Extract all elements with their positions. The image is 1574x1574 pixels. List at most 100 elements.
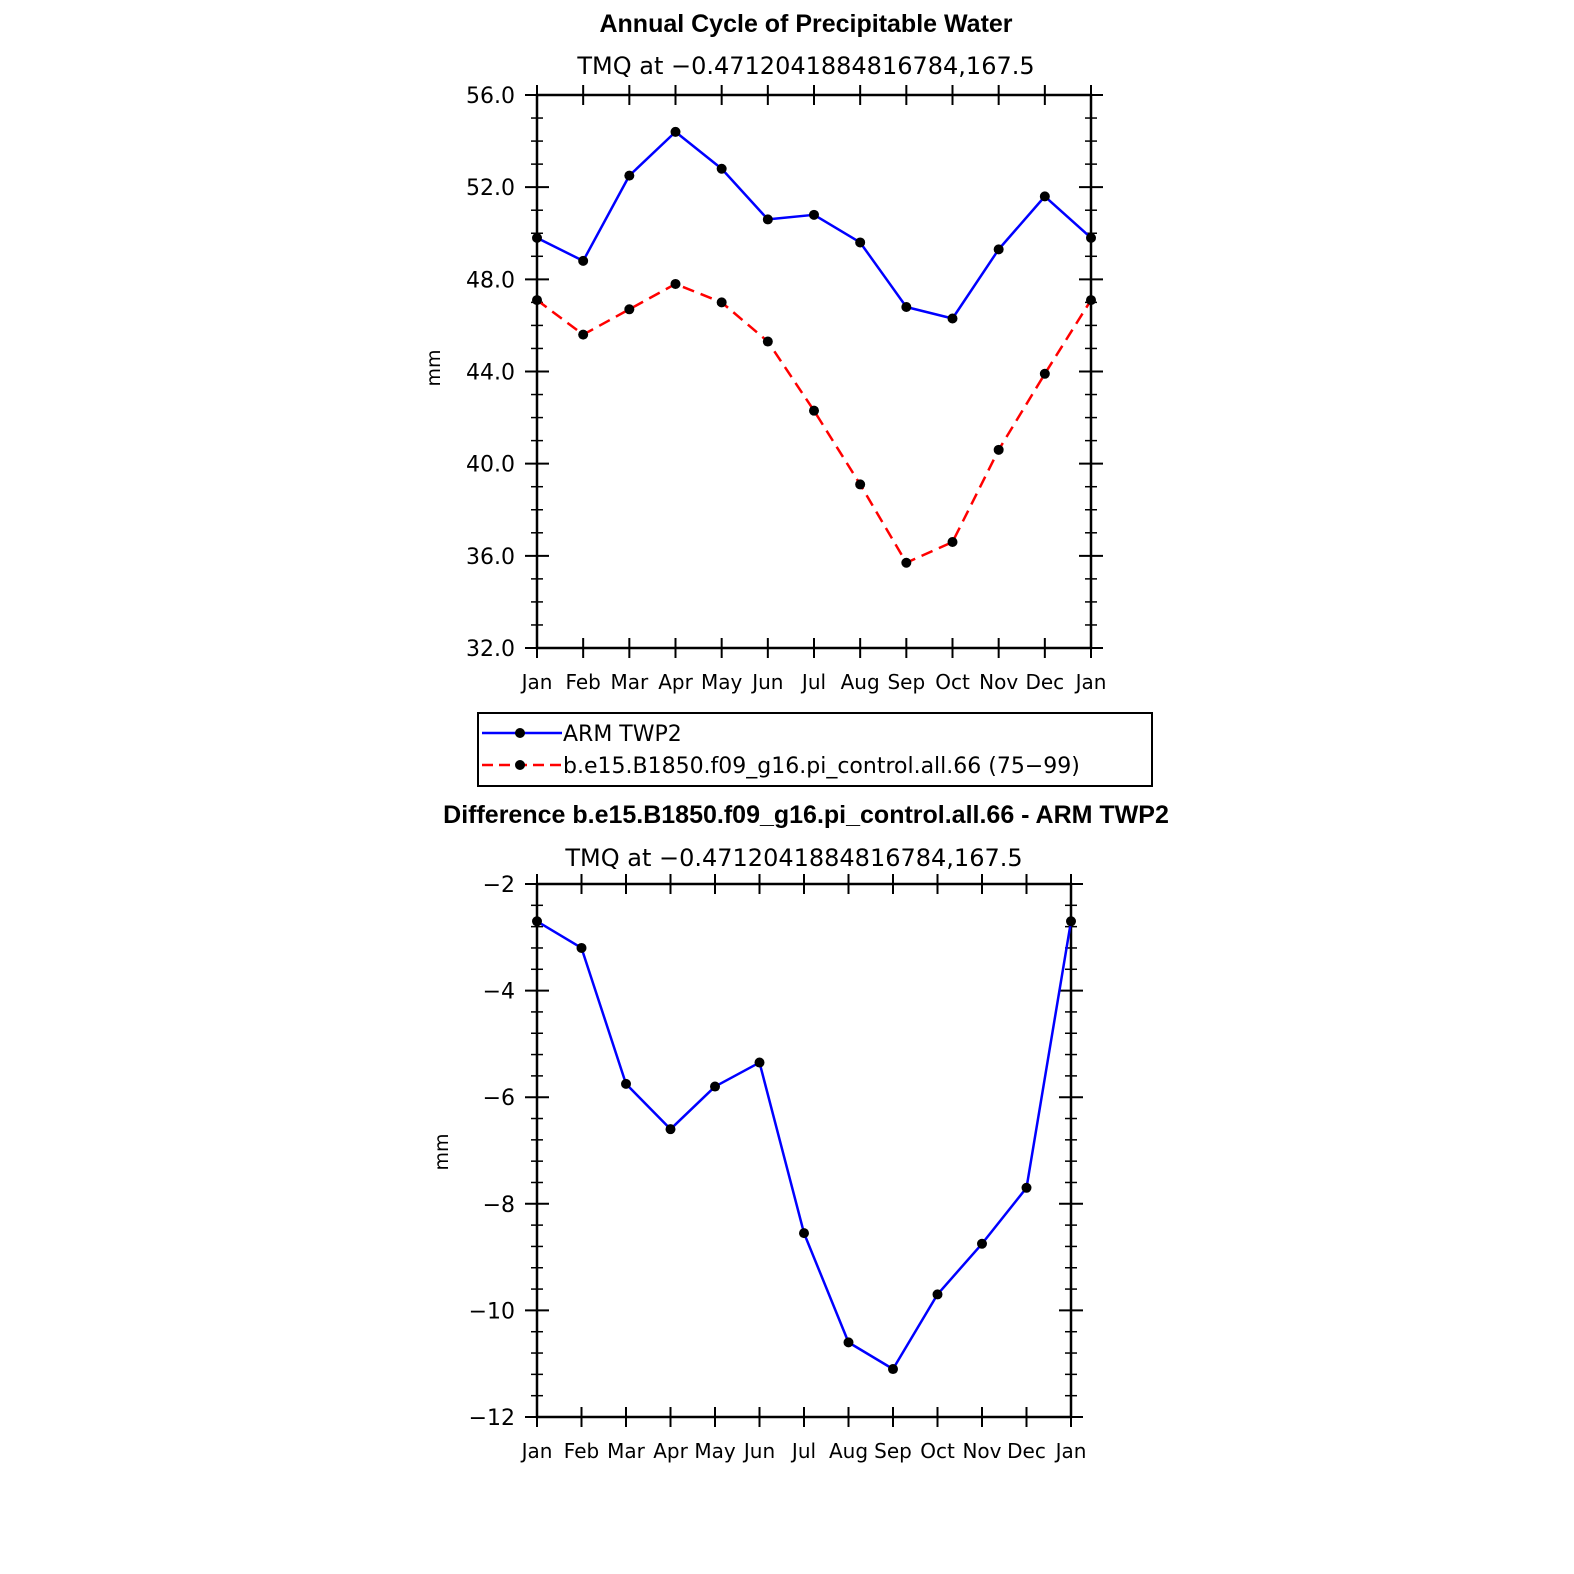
x-tick-label: Apr [653,1439,688,1463]
x-tick-label: Mar [607,1439,646,1463]
data-point [1086,232,1096,243]
legend: ARM TWP2 b.e15.B1850.f09_g16.pi_control.… [477,712,1153,787]
legend-label-model: b.e15.B1850.f09_g16.pi_control.all.66 (7… [563,754,1080,779]
plot-frame [535,93,1093,650]
data-point [665,1124,676,1135]
y-tick-label: 48.0 [466,268,515,293]
y-tick-label: −8 [483,1193,515,1218]
x-tick-label: Feb [565,670,600,694]
x-tick-label: Jul [800,670,826,694]
series-group [532,916,1076,1375]
y-tick-label: 52.0 [466,176,515,201]
data-point [754,1057,765,1068]
x-tick-label: Dec [1025,670,1064,694]
x-tick-label: Sep [887,670,925,694]
y-tick-label: −6 [483,1086,515,1111]
x-tick-label: Feb [564,1439,599,1463]
axes-frame [525,85,1103,658]
data-point [977,1238,987,1249]
data-point [532,916,542,927]
y-tick-label: −4 [483,980,515,1005]
data-point [716,163,727,174]
chart-annual-cycle: Annual Cycle of Precipitable Water TMQ a… [423,10,1106,694]
data-point [947,313,958,324]
x-tick-label: Apr [658,670,693,694]
chart-title: Annual Cycle of Precipitable Water [599,10,1012,38]
y-tick-label: 36.0 [466,545,515,570]
data-point [532,232,542,243]
x-tick-label: Mar [610,670,649,694]
y-tick-label: 32.0 [466,637,515,662]
data-point [578,255,589,266]
x-tick-label: Aug [829,1439,868,1463]
data-point [855,237,866,248]
y-tick-label: −12 [469,1406,515,1431]
data-point [1039,191,1050,202]
x-tick-label: Jan [1054,1439,1087,1463]
data-point [670,126,681,137]
legend-box [477,712,1153,787]
series-line-0 [536,130,1092,320]
x-tick-label: Aug [841,670,880,694]
x-tick-label: May [694,1439,736,1463]
x-tick-label: Oct [935,670,970,694]
series-line-0 [536,920,1073,1371]
data-point [1039,368,1050,379]
x-tick-label: Jan [1074,670,1107,694]
data-point [993,244,1004,255]
y-tick-labels: −12 −10 −8 −6 −4 −2 [469,873,515,1431]
data-point [576,942,587,953]
data-point [947,537,958,548]
data-point [710,1081,720,1092]
data-point [901,301,912,312]
legend-marker-arm [515,728,525,738]
x-tick-labels: Jan Feb Mar Apr May Jun Jul Aug Sep Oct Nov Dec Jan [520,1439,1087,1463]
x-tick-label: Dec [1007,1439,1046,1463]
chart-subtitle: TMQ at −0.4712041884816784,167.5 [576,52,1034,80]
data-point [1086,295,1096,306]
x-tick-label: Jan [520,670,553,694]
data-point [855,479,866,490]
y-tick-label: 40.0 [466,453,515,478]
y-axis-label: mm [423,349,445,386]
axes-frame [525,874,1083,1427]
plot-frame [535,882,1073,1419]
data-point [762,214,773,225]
data-point [624,304,635,315]
data-point [993,444,1004,455]
legend-marker-model [515,760,525,770]
data-point [1066,916,1076,927]
data-point [716,297,727,308]
data-point [932,1289,943,1300]
data-point [809,209,819,220]
chart-difference: Difference b.e15.B1850.f09_g16.pi_contro… [431,801,1169,1463]
series-line-1 [536,282,1093,564]
series-group [532,126,1096,568]
y-tick-labels: 32.0 36.0 40.0 44.0 48.0 52.0 56.0 [466,84,515,662]
data-point [624,170,635,181]
data-point [888,1364,898,1375]
data-point [799,1228,809,1239]
data-point [578,329,589,340]
data-point [532,295,542,306]
data-point [762,336,773,347]
x-tick-label: May [701,670,743,694]
y-tick-label: −10 [469,1299,515,1324]
data-point [843,1337,854,1348]
x-tick-label: Jul [790,1439,816,1463]
x-tick-label: Jun [750,670,783,694]
data-point [809,405,819,416]
x-tick-label: Jan [520,1439,553,1463]
data-point [621,1078,631,1089]
y-axis-label: mm [431,1133,453,1170]
y-tick-label: 44.0 [466,361,515,386]
chart-title: Difference b.e15.B1850.f09_g16.pi_contro… [443,801,1169,829]
data-point [1021,1182,1032,1193]
y-tick-label: −2 [483,873,515,898]
x-tick-label: Nov [979,670,1018,694]
data-point [901,557,912,568]
legend-label-arm: ARM TWP2 [563,722,682,747]
y-tick-label: 56.0 [466,84,515,109]
chart-subtitle: TMQ at −0.4712041884816784,167.5 [564,844,1022,872]
